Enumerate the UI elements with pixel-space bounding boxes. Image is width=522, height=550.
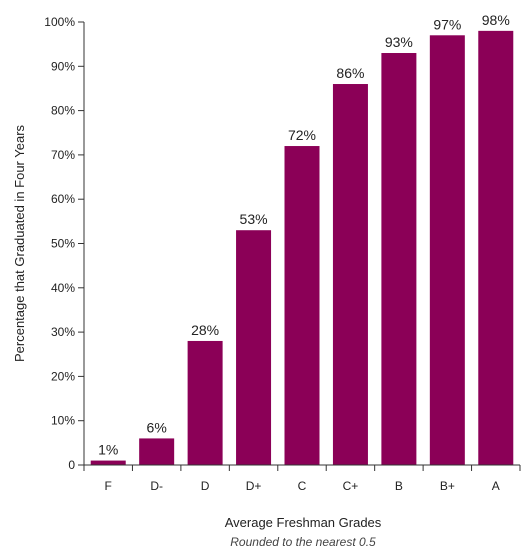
y-tick-label: 90% xyxy=(51,59,75,73)
x-tick-label: C xyxy=(298,479,307,493)
x-tick-label: B+ xyxy=(440,479,455,493)
y-tick-label: 20% xyxy=(51,369,75,383)
data-labels-group: 1% 6% 28% 53% 72% 86% 93% 97% 98% xyxy=(98,12,510,458)
bar-A xyxy=(478,30,514,466)
bar-C xyxy=(284,146,320,466)
bar-D xyxy=(187,340,223,465)
y-tick-label: 80% xyxy=(51,104,75,118)
bar-D- xyxy=(139,438,175,465)
y-tick-label: 0 xyxy=(68,458,75,472)
y-axis-ticks: 0 10% 20% 30% 40% 50% 60% 70% 80% 90% 100% xyxy=(44,15,84,472)
y-tick-label: 70% xyxy=(51,148,75,162)
data-label: 53% xyxy=(240,211,268,227)
data-label: 72% xyxy=(288,127,316,143)
y-tick-label: 100% xyxy=(44,15,75,29)
y-tick-label: 50% xyxy=(51,237,75,251)
data-label: 93% xyxy=(385,34,413,50)
x-tick-label: B xyxy=(395,479,403,493)
data-label: 86% xyxy=(336,65,364,81)
x-tick-label: C+ xyxy=(343,479,359,493)
data-label: 97% xyxy=(433,16,461,32)
y-axis-title: Percentage that Graduated in Four Years xyxy=(12,124,27,362)
x-axis-ticks: F D- D D+ C C+ B B+ A xyxy=(83,465,521,493)
y-tick-label: 60% xyxy=(51,192,75,206)
data-label: 6% xyxy=(147,419,167,435)
x-tick-label: D- xyxy=(150,479,163,493)
data-label: 1% xyxy=(98,442,118,458)
x-tick-label: F xyxy=(105,479,112,493)
bar-B xyxy=(381,53,417,465)
x-axis-subtitle: Rounded to the nearest 0.5 xyxy=(230,535,376,549)
x-tick-label: D+ xyxy=(246,479,262,493)
y-tick-label: 40% xyxy=(51,281,75,295)
bar-F xyxy=(90,460,126,465)
x-tick-label: A xyxy=(492,479,500,493)
bar-D+ xyxy=(236,230,272,465)
bars-group xyxy=(90,30,514,466)
data-label: 28% xyxy=(191,322,219,338)
bar-B+ xyxy=(429,35,465,465)
x-tick-label: D xyxy=(201,479,210,493)
bar-C+ xyxy=(332,84,368,466)
y-tick-label: 30% xyxy=(51,325,75,339)
y-tick-label: 10% xyxy=(51,414,75,428)
x-axis-title: Average Freshman Grades xyxy=(225,515,382,530)
data-label: 98% xyxy=(482,12,510,28)
